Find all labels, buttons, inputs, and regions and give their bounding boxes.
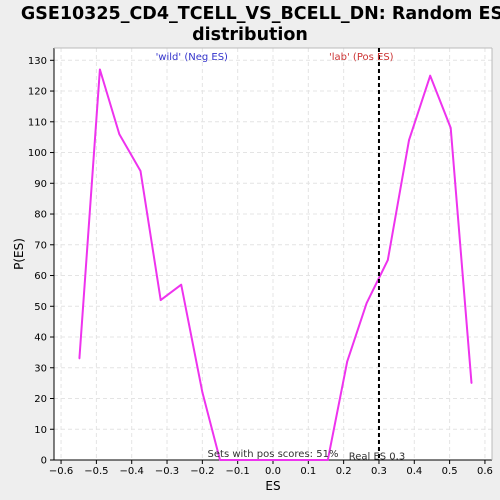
y-axis-label: P(ES) [12, 238, 26, 270]
y-tick-label: 40 [34, 333, 47, 344]
data-point [346, 360, 348, 363]
data-point [429, 74, 431, 77]
x-tick-label: −0.2 [190, 466, 214, 477]
data-point [272, 459, 274, 461]
data-point [78, 357, 81, 360]
x-tick-label: 0.2 [336, 466, 352, 477]
chart-title-line-1: GSE10325_CD4_TCELL_VS_BCELL_DN: Random E… [21, 4, 500, 24]
y-tick-label: 10 [34, 425, 47, 436]
data-point [139, 170, 142, 172]
x-tick-label: −0.4 [120, 466, 144, 477]
y-tick-label: 110 [28, 117, 47, 128]
data-point [236, 459, 239, 461]
data-point [289, 459, 292, 461]
data-point [118, 133, 121, 135]
data-point [219, 459, 221, 461]
tick-marks: −0.6 −0.5 −0.4 −0.3 −0.2 −0.1 0.0 0.1 0.2 0.3 0.4 0… [28, 56, 493, 477]
data-point [470, 382, 473, 384]
x-tick-label: −0.5 [84, 466, 108, 477]
y-tick-label: 50 [34, 302, 47, 313]
x-tick-label: −0.6 [49, 466, 73, 477]
y-tick-label: 30 [34, 363, 47, 374]
data-point [386, 259, 389, 261]
sets-pos-scores-label: Sets with pos scores: 51% [208, 449, 339, 460]
x-tick-label: 0.6 [477, 466, 493, 477]
x-tick-label: 0.5 [442, 466, 458, 477]
y-tick-label: 70 [34, 240, 47, 251]
x-axis-label: ES [265, 479, 280, 493]
y-tick-label: 120 [28, 87, 47, 98]
x-tick-label: 0.4 [406, 466, 422, 477]
chart-title-line-2: distribution [192, 25, 308, 45]
x-tick-label: 0.0 [265, 466, 281, 477]
data-point [449, 127, 452, 129]
data-point [365, 302, 368, 304]
data-point [180, 283, 182, 286]
data-point [408, 139, 410, 142]
y-tick-label: 130 [28, 56, 47, 67]
data-point [326, 459, 329, 461]
data-point [159, 299, 162, 301]
annotations: 'wild' (Neg ES) 'lab' (Pos ES) Sets with… [156, 52, 406, 463]
data-point [307, 459, 310, 461]
x-tick-label: 0.1 [300, 466, 316, 477]
data-point [254, 459, 257, 461]
y-tick-label: 90 [34, 179, 47, 190]
real-es-label: Real ES 0.3 [349, 452, 405, 463]
y-tick-label: 0 [41, 456, 47, 467]
x-tick-label: −0.1 [226, 466, 250, 477]
x-tick-label: −0.3 [155, 466, 179, 477]
y-tick-label: 60 [34, 271, 47, 282]
data-point [99, 68, 101, 71]
y-tick-label: 80 [34, 210, 47, 221]
data-point [201, 391, 204, 394]
pos-es-label: 'lab' (Pos ES) [329, 52, 394, 63]
y-tick-label: 100 [28, 148, 47, 159]
series-layer [78, 68, 473, 461]
y-tick-label: 20 [34, 394, 47, 405]
neg-es-label: 'wild' (Neg ES) [156, 52, 228, 63]
x-tick-label: 0.3 [371, 466, 387, 477]
